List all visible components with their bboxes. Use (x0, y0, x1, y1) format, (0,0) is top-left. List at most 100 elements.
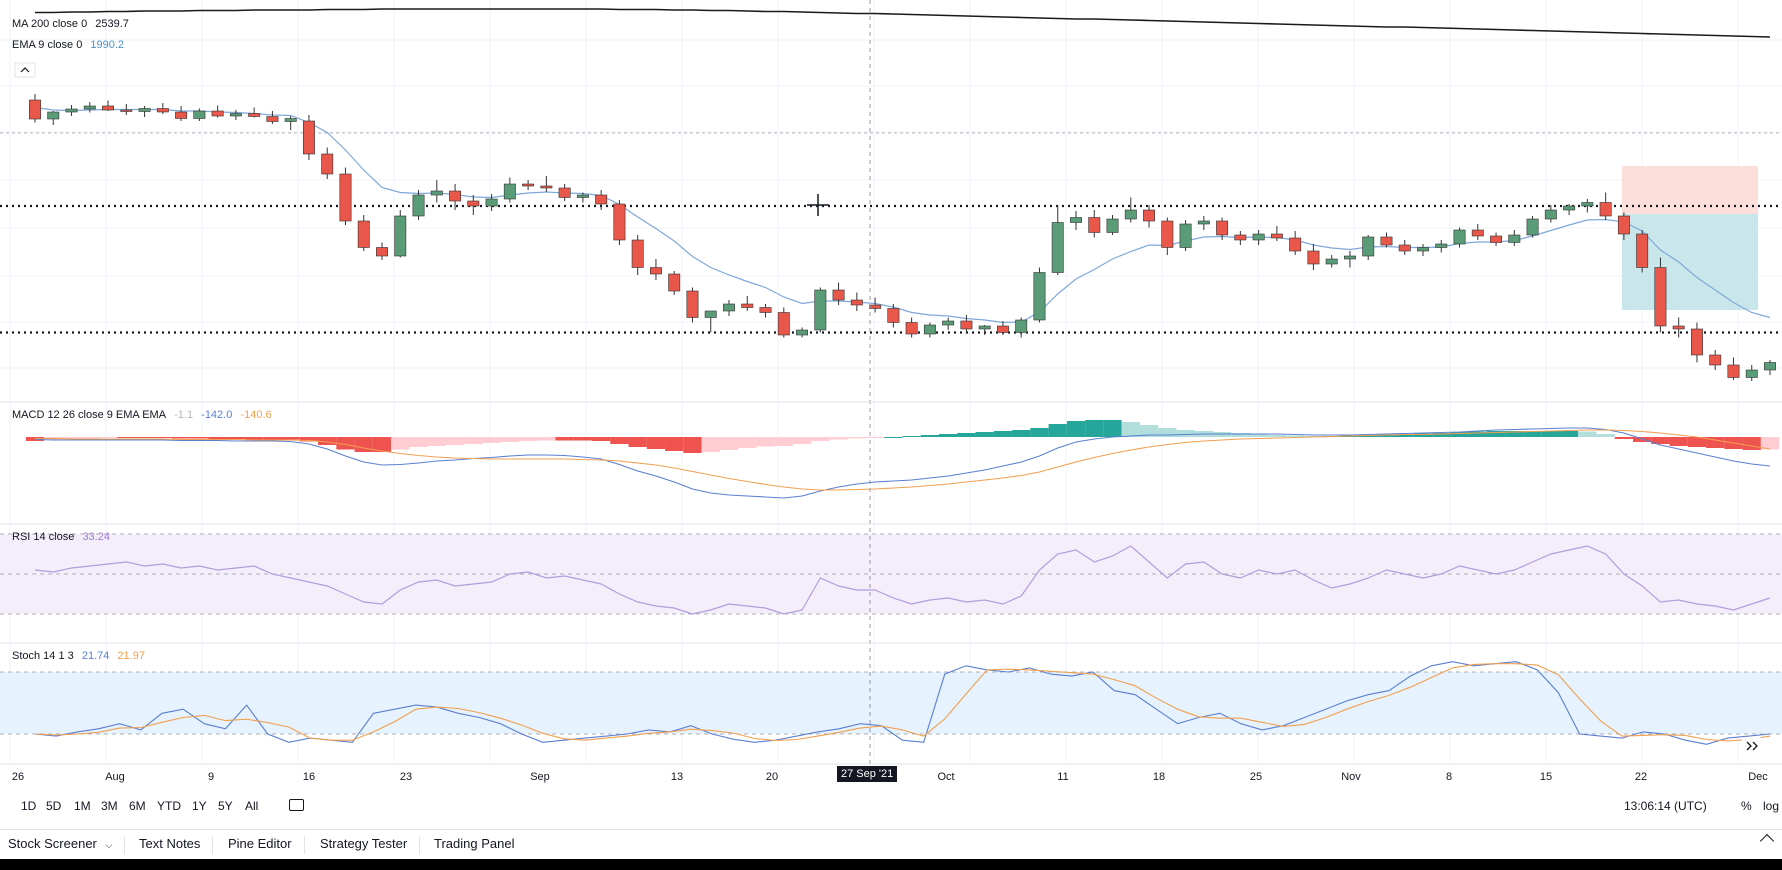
scroll-to-realtime-icon[interactable] (1742, 737, 1762, 755)
tab-stock-screener[interactable]: Stock Screener ⌵ (8, 836, 126, 854)
macd-histogram-bar (171, 437, 191, 439)
timeframe-1y[interactable]: 1Y (192, 799, 207, 813)
candle-down (1471, 229, 1484, 237)
time-axis-label: 18 (1153, 771, 1165, 783)
macd-histogram-bar (208, 437, 227, 439)
chart-canvas[interactable]: 26 Aug 9 16 23 Sep 13 20 Oct 11 18 25 Nov 8 15 22 Dec (0, 0, 1782, 790)
timeframe-all[interactable]: All (245, 799, 259, 813)
candle-down (175, 111, 188, 119)
macd-histogram-bar (427, 437, 446, 446)
macd-histogram-bar (975, 432, 994, 437)
timeframe-5d[interactable]: 5D (46, 799, 62, 813)
macd-histogram-bar (957, 433, 976, 437)
macd-histogram-bar (98, 437, 118, 438)
chevron-up-icon[interactable] (1759, 833, 1775, 849)
candle-up (723, 303, 735, 312)
candle-up (1343, 255, 1356, 260)
time-axis[interactable]: 26 Aug 9 16 23 Sep 13 20 Oct 11 18 25 Nov 8 15 22 Dec (12, 771, 1768, 783)
macd-histogram-bar (537, 437, 556, 441)
macd-histogram-bar (610, 437, 629, 444)
macd-histogram-bar (1669, 437, 1688, 446)
candle-down (850, 299, 863, 306)
ema-legend[interactable]: EMA 9 close 0 1990.2 (12, 39, 129, 51)
candle-down (102, 105, 115, 111)
macd-histogram-bar (117, 437, 136, 438)
timeframe-1m[interactable]: 1M (74, 799, 91, 813)
macd-legend-histogram: -1.1 (174, 409, 194, 421)
candle-down (522, 183, 535, 187)
macd-histogram-bar (80, 437, 99, 439)
ma-legend[interactable]: MA 200 close 0 2539.7 (12, 18, 134, 30)
candle-up (978, 325, 991, 330)
timeframe-ytd[interactable]: YTD (157, 799, 181, 813)
tab-text-notes[interactable]: Text Notes (139, 836, 214, 854)
time-axis-label: Aug (105, 771, 125, 783)
candle-up (1435, 243, 1448, 248)
candle-down (302, 120, 315, 155)
candle-down (339, 173, 352, 222)
candle-up (394, 215, 407, 257)
date-range-icon[interactable] (289, 799, 304, 811)
macd-histogram-bar (318, 437, 337, 445)
timeframe-toolbar: 1D 5D 1M 3M 6M YTD 1Y 5Y All 13:06:14 (U… (0, 796, 1782, 818)
ema9-line (34, 106, 1771, 324)
time-axis-label: Nov (1341, 771, 1361, 783)
macd-histogram-bar (1012, 430, 1031, 437)
candle-up (1544, 209, 1557, 220)
macd-histogram-bar (299, 437, 319, 442)
candle-down (1636, 233, 1649, 268)
macd-histogram-bar (281, 437, 300, 440)
candle-down (540, 185, 553, 189)
timeframe-3m[interactable]: 3M (101, 799, 118, 813)
rsi-legend[interactable]: RSI 14 close 33.24 (12, 531, 115, 543)
percent-scale-button[interactable]: % (1741, 799, 1752, 813)
candle-down (449, 190, 462, 202)
time-axis-label: 22 (1635, 771, 1647, 783)
tab-strategy-tester[interactable]: Strategy Tester (320, 836, 421, 854)
bottom-panel: Stock Screener ⌵ Text Notes Pine Editor … (0, 829, 1782, 859)
time-axis-label: 13 (671, 771, 683, 783)
macd-histogram-bar (135, 437, 154, 438)
ema-legend-label: EMA 9 close 0 (12, 39, 83, 51)
timeframe-5y[interactable]: 5Y (218, 799, 233, 813)
macd-histogram-bar (701, 437, 720, 452)
candle-down (1599, 202, 1612, 217)
tab-trading-panel[interactable]: Trading Panel (434, 836, 526, 854)
ema-legend-value: 1990.2 (90, 39, 125, 51)
candle-up (1745, 369, 1758, 378)
macd-histogram-bar (482, 437, 501, 443)
candle-down (1490, 235, 1503, 243)
time-axis-label: 16 (303, 771, 315, 783)
macd-histogram-bar (738, 437, 757, 448)
collapse-legend-icon[interactable] (14, 62, 36, 78)
log-scale-button[interactable]: log (1763, 799, 1780, 813)
macd-histogram-bar (1048, 424, 1067, 437)
clock[interactable]: 13:06:14 (UTC) (1624, 799, 1707, 813)
candle-down (777, 312, 790, 336)
macd-histogram-bar (719, 437, 739, 450)
macd-legend[interactable]: MACD 12 26 close 9 EMA EMA -1.1 -142.0 -… (12, 409, 277, 421)
macd-histogram-bar (683, 437, 702, 453)
macd-histogram-bar (573, 437, 593, 441)
tab-pine-editor[interactable]: Pine Editor (228, 836, 305, 854)
macd-histogram-bar (1523, 431, 1542, 437)
timeframe-6m[interactable]: 6M (129, 799, 146, 813)
rsi-line (34, 545, 1771, 615)
candle-up (1015, 319, 1028, 333)
stoch-legend[interactable]: Stoch 14 1 3 21.74 21.97 (12, 650, 150, 662)
candle-down (321, 153, 334, 175)
macd-histogram-bar (1614, 437, 1634, 439)
time-axis-label: 8 (1446, 771, 1452, 783)
macd-histogram-bar (226, 437, 246, 439)
time-axis-label: Sep (530, 771, 550, 783)
candle-up (1563, 205, 1576, 211)
macd-histogram-bar (1286, 435, 1305, 437)
time-axis-label: 25 (1250, 771, 1262, 783)
macd-histogram-bar (1176, 430, 1195, 437)
macd-histogram-bar (1085, 420, 1104, 437)
macd-histogram-bar (1760, 437, 1780, 450)
screen-bottom-bar (0, 859, 1782, 870)
timeframe-1d[interactable]: 1D (21, 799, 37, 813)
time-axis-label: 15 (1540, 771, 1552, 783)
candle-down (1380, 236, 1393, 246)
